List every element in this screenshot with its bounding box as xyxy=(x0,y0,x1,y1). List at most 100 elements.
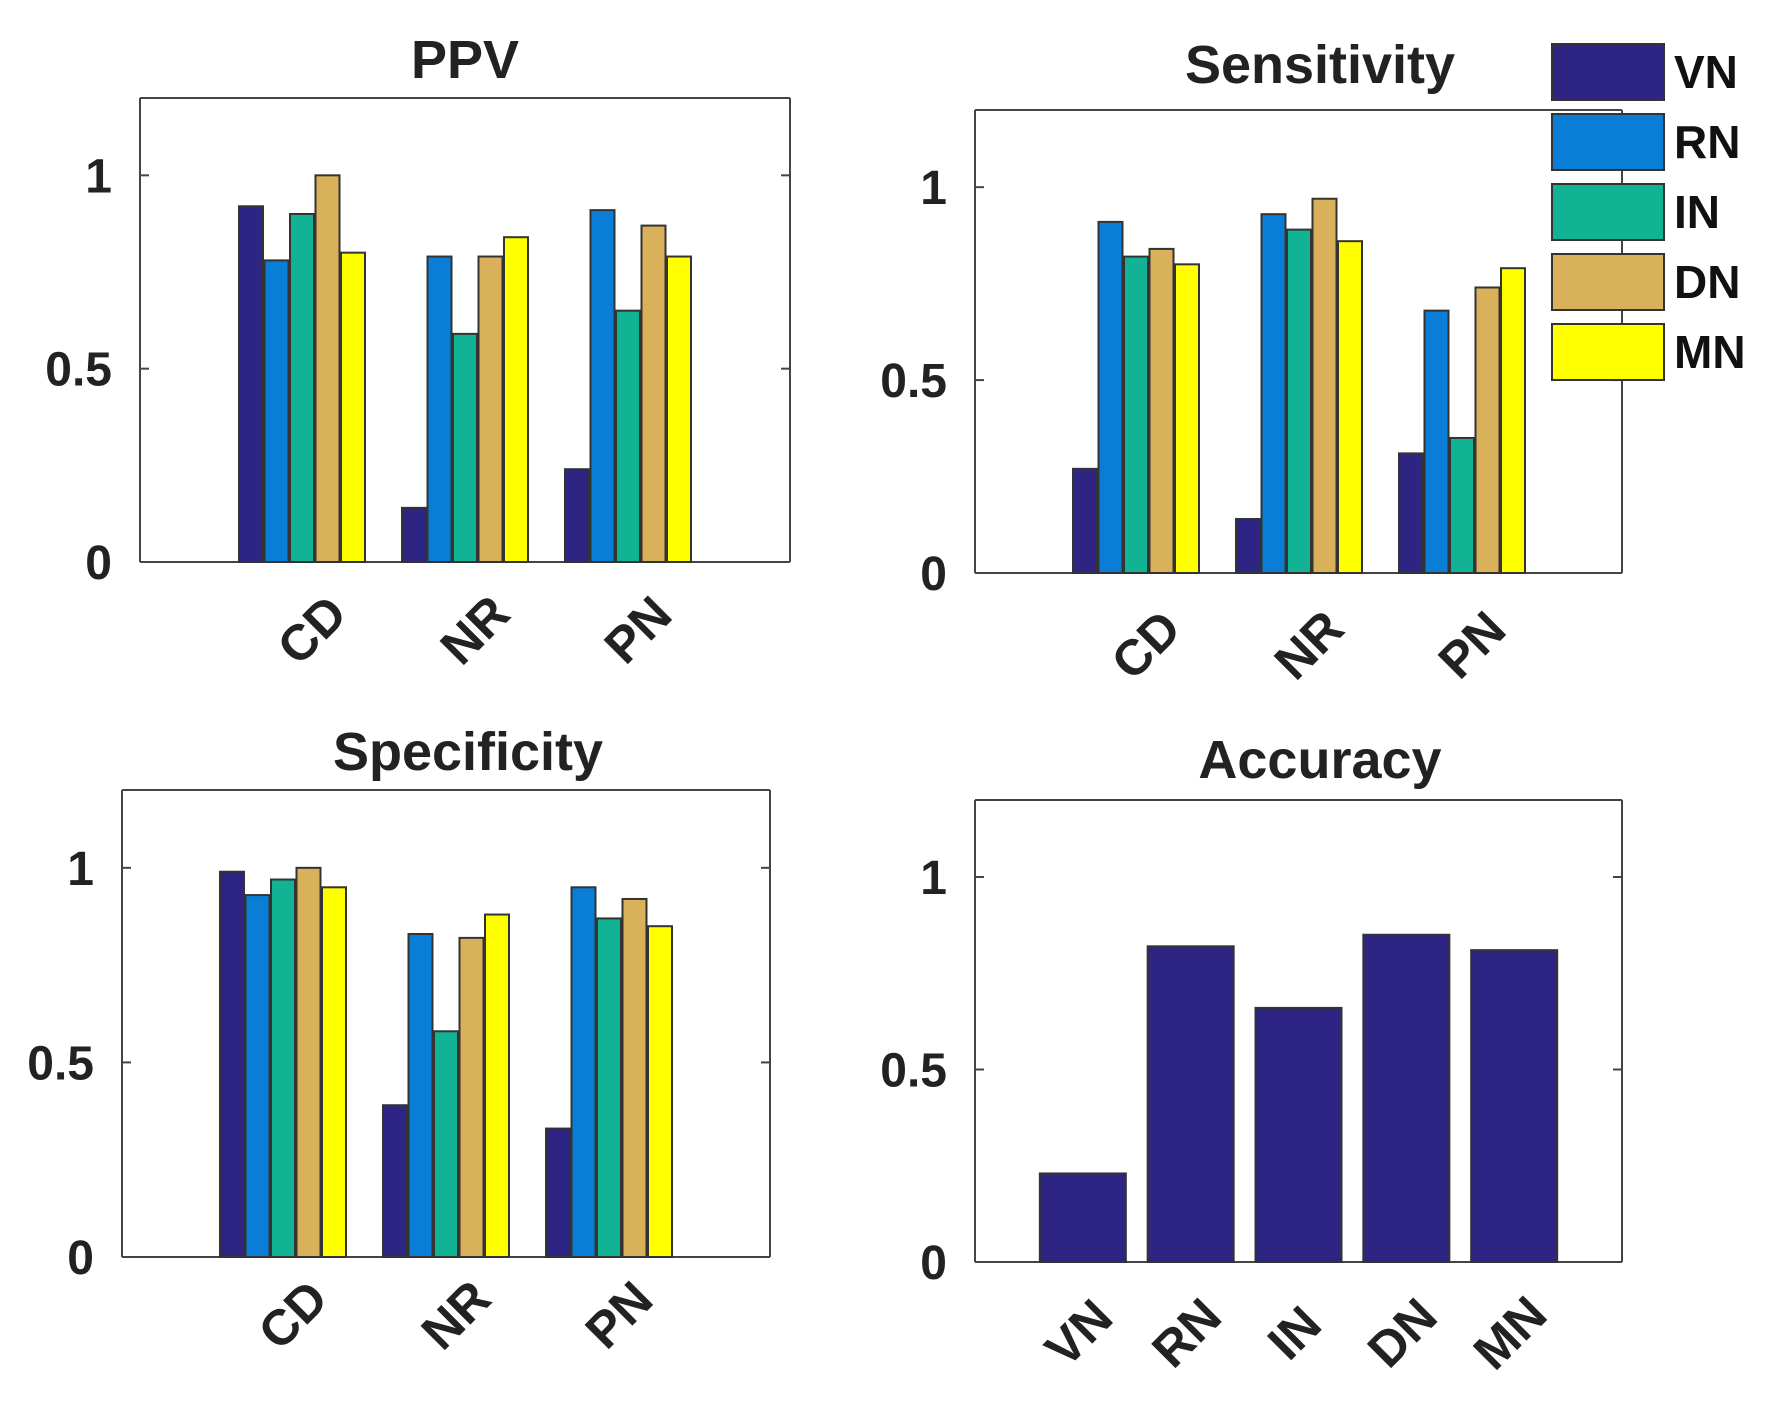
sensitivity-bar-nr-in xyxy=(1286,228,1312,574)
accuracy-ytick-label: 0.5 xyxy=(880,1045,947,1098)
specificity-bar-pn-vn xyxy=(545,1127,571,1258)
sensitivity-xtick-label: CD xyxy=(1101,600,1192,691)
specificity-xtick-label: NR xyxy=(411,1270,502,1361)
ppv-xtick-label: NR xyxy=(430,585,521,676)
sensitivity-bar-nr-rn xyxy=(1260,213,1287,575)
ppv-bar-pn-vn xyxy=(564,468,590,564)
sensitivity-bar-pn-in xyxy=(1449,436,1475,575)
sensitivity-ytick-label: 0 xyxy=(920,548,947,601)
sensitivity-bar-cd-in xyxy=(1123,255,1149,574)
ppv-bar-nr-mn xyxy=(503,236,529,563)
specificity-bar-nr-mn xyxy=(484,913,510,1258)
specificity-ytick-label: 0.5 xyxy=(27,1037,94,1090)
sensitivity-ytick-label: 1 xyxy=(920,162,947,215)
sensitivity-bar-cd-vn xyxy=(1072,467,1098,575)
specificity-bar-nr-in xyxy=(433,1030,459,1258)
ppv-bar-pn-in xyxy=(615,309,641,563)
accuracy-bar-in xyxy=(1254,1006,1343,1264)
accuracy-ytick-label: 1 xyxy=(920,852,947,905)
ppv-ytick-label: 1 xyxy=(85,150,112,203)
sensitivity-bar-cd-mn xyxy=(1174,263,1200,574)
ppv-xtick-label: CD xyxy=(267,585,358,676)
ppv-title: PPV xyxy=(411,30,519,90)
accuracy-bar-vn xyxy=(1038,1172,1127,1263)
ppv-bar-cd-in xyxy=(289,213,315,563)
accuracy-panel: Accuracy 0 0.5 1 VN RN IN DN MN xyxy=(880,730,1623,1381)
ppv-xtick-label: PN xyxy=(594,586,683,675)
legend-label-dn: DN xyxy=(1674,256,1740,308)
specificity-bar-pn-in xyxy=(596,917,622,1258)
specificity-bar-cd-dn xyxy=(295,866,322,1258)
ppv-bar-pn-rn xyxy=(589,209,616,563)
legend-label-in: IN xyxy=(1674,186,1720,238)
sensitivity-bar-pn-dn xyxy=(1474,286,1501,574)
sensitivity-bar-nr-dn xyxy=(1311,197,1338,574)
ppv-bar-nr-dn xyxy=(477,255,504,563)
legend-label-rn: RN xyxy=(1674,116,1740,168)
sensitivity-bar-nr-vn xyxy=(1235,517,1261,575)
accuracy-bar-mn xyxy=(1470,949,1559,1264)
legend-swatch-rn xyxy=(1551,113,1665,171)
sensitivity-ytick-label: 0.5 xyxy=(880,355,947,408)
accuracy-xtick-label: MN xyxy=(1463,1286,1558,1381)
accuracy-xtick-label: RN xyxy=(1141,1288,1232,1379)
legend-item-dn: DN xyxy=(1551,253,1740,311)
specificity-bar-cd-mn xyxy=(321,886,347,1259)
specificity-xtick-label: CD xyxy=(248,1270,339,1361)
accuracy-title: Accuracy xyxy=(1198,730,1441,790)
specificity-xtick-label: PN xyxy=(575,1271,664,1360)
specificity-bar-pn-dn xyxy=(621,897,648,1258)
sensitivity-bar-cd-dn xyxy=(1148,247,1175,574)
ppv-ytick-label: 0.5 xyxy=(45,344,112,397)
legend-item-in: IN xyxy=(1551,183,1720,241)
legend-label-mn: MN xyxy=(1674,326,1746,378)
specificity-bar-cd-in xyxy=(270,878,296,1259)
specificity-bar-pn-mn xyxy=(647,925,673,1258)
legend-swatch-mn xyxy=(1551,323,1665,381)
sensitivity-bar-nr-mn xyxy=(1337,240,1363,575)
ppv-panel: PPV 0 0.5 1 CD NR PN xyxy=(45,30,791,676)
ppv-bar-nr-rn xyxy=(426,255,453,563)
legend-item-rn: RN xyxy=(1551,113,1740,171)
accuracy-xtick-label: IN xyxy=(1257,1296,1332,1371)
specificity-bar-cd-rn xyxy=(244,894,271,1258)
legend-swatch-vn xyxy=(1551,43,1665,101)
accuracy-ytick-label: 0 xyxy=(920,1237,947,1290)
specificity-panel: Specificity 0 0.5 1 CD NR PN xyxy=(27,722,771,1361)
legend-swatch-in xyxy=(1551,183,1665,241)
accuracy-xtick-label: VN xyxy=(1034,1289,1123,1378)
sensitivity-title: Sensitivity xyxy=(1185,35,1455,95)
sensitivity-xtick-label: PN xyxy=(1428,601,1517,690)
legend: VN RN IN DN MN xyxy=(1551,43,1746,381)
ppv-bar-cd-vn xyxy=(238,205,264,563)
legend-swatch-dn xyxy=(1551,253,1665,311)
sensitivity-bar-pn-vn xyxy=(1398,452,1424,574)
sensitivity-xtick-label: NR xyxy=(1264,600,1355,691)
specificity-bar-cd-vn xyxy=(219,870,245,1258)
accuracy-bar-rn xyxy=(1146,945,1235,1263)
specificity-bar-pn-rn xyxy=(570,886,597,1259)
legend-item-mn: MN xyxy=(1551,323,1746,381)
ppv-ytick-label: 0 xyxy=(85,537,112,590)
sensitivity-panel: Sensitivity 0 0.5 1 CD NR PN xyxy=(880,35,1623,691)
sensitivity-bar-pn-rn xyxy=(1423,309,1450,574)
accuracy-xtick-label: DN xyxy=(1357,1288,1448,1379)
ppv-bar-pn-mn xyxy=(666,255,692,563)
ppv-bar-nr-in xyxy=(452,332,478,563)
sensitivity-bar-pn-mn xyxy=(1500,267,1526,574)
legend-item-vn: VN xyxy=(1551,43,1738,101)
ppv-bar-cd-mn xyxy=(340,251,366,564)
ppv-bar-cd-rn xyxy=(263,259,290,563)
specificity-bar-nr-rn xyxy=(407,932,434,1258)
specificity-bar-nr-dn xyxy=(458,936,485,1259)
specificity-title: Specificity xyxy=(333,722,603,782)
specificity-ytick-label: 1 xyxy=(67,843,94,896)
legend-label-vn: VN xyxy=(1674,46,1738,98)
ppv-bar-pn-dn xyxy=(640,224,667,563)
specificity-ytick-label: 0 xyxy=(67,1232,94,1285)
accuracy-bar-dn xyxy=(1362,933,1451,1263)
ppv-bar-nr-vn xyxy=(401,506,427,564)
specificity-bar-nr-vn xyxy=(382,1104,408,1258)
